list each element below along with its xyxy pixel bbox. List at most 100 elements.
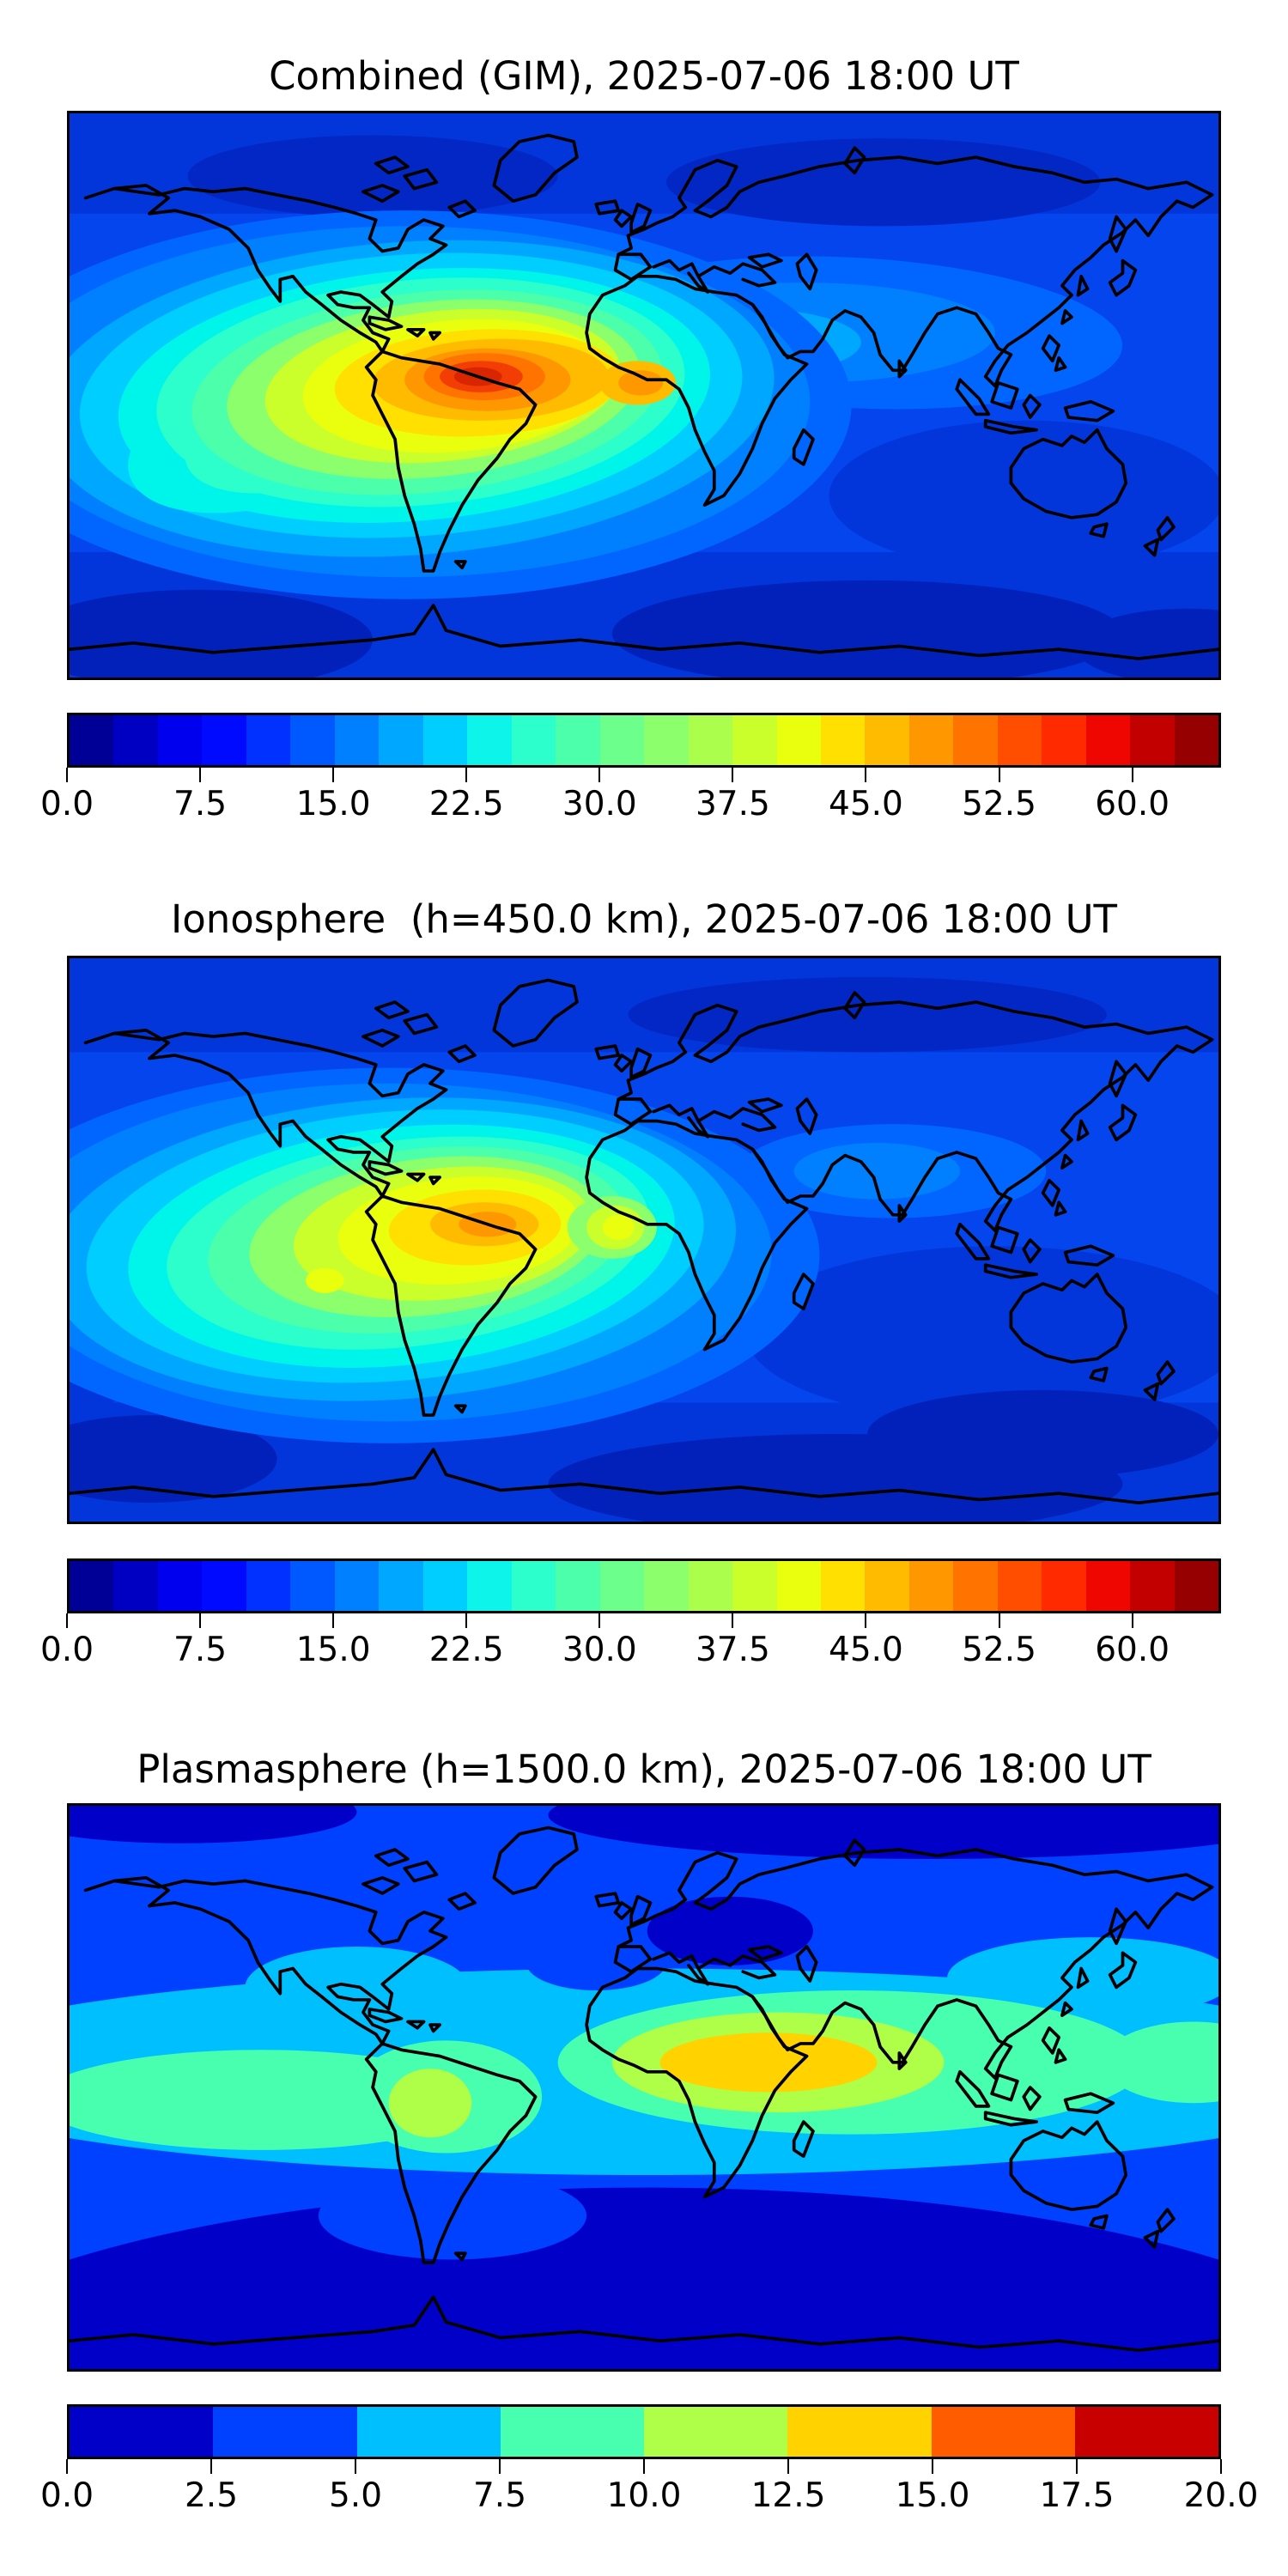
colorbar-segment	[1174, 715, 1219, 765]
colorbar-segment	[379, 715, 423, 765]
colorbar-segment	[290, 715, 335, 765]
colorbar-tick-label: 7.5	[173, 1631, 228, 1669]
colorbar-tick-label: 30.0	[562, 1631, 637, 1669]
colorbar-tick	[66, 1613, 68, 1628]
colorbar-segment	[500, 2407, 644, 2457]
colorbar-segment	[334, 1561, 380, 1611]
colorbar-segment	[776, 1561, 821, 1611]
colorbar-segment	[997, 1561, 1042, 1611]
colorbar-segment	[865, 1561, 909, 1611]
colorbar-segment	[1042, 1561, 1086, 1611]
panel-3-title: Plasmasphere (h=1500.0 km), 2025-07-06 1…	[137, 1747, 1151, 1792]
colorbar-segment	[1085, 715, 1131, 765]
colorbar-tick-label: 15.0	[295, 785, 371, 823]
colorbar-1: 0.0 7.5 15.0 22.5 30.0 37.5 45.0 52.5 60.0	[40, 713, 1221, 828]
colorbar-tick-label: 0.0	[39, 2476, 94, 2515]
colorbar-tick-label: 60.0	[1095, 785, 1170, 823]
colorbar-tick-label: 0.0	[39, 785, 94, 823]
colorbar-tick	[1220, 2459, 1222, 2474]
colorbar-tick-label: 37.5	[695, 1631, 770, 1669]
colorbar-tick	[732, 768, 734, 782]
colorbar-tick	[1076, 2459, 1078, 2474]
colorbar-3-ticks: 0.0 2.5 5.0 7.5 10.0 12.5 15.0 17.5 20.0	[40, 2459, 1258, 2519]
colorbar-tick	[332, 768, 335, 782]
colorbar-segment	[865, 715, 909, 765]
colorbar-segment	[820, 715, 866, 765]
colorbar-segment	[997, 715, 1042, 765]
colorbar-tick-label: 52.5	[962, 1631, 1036, 1669]
colorbar-tick	[355, 2459, 356, 2474]
colorbar-tick-label: 52.5	[962, 785, 1036, 823]
colorbar-segment	[644, 1561, 689, 1611]
colorbar-segment	[556, 715, 600, 765]
colorbar-tick-label: 22.5	[428, 785, 504, 823]
colorbar-3: 0.0 2.5 5.0 7.5 10.0 12.5 15.0 17.5 20.0	[40, 2404, 1258, 2519]
colorbar-segment	[1174, 1561, 1219, 1611]
colorbar-segment	[511, 715, 556, 765]
colorbar-segment	[644, 715, 689, 765]
colorbar-segment	[931, 2407, 1075, 2457]
colorbar-segment	[356, 2407, 501, 2457]
colorbar-segment	[688, 1561, 733, 1611]
colorbar-segment	[908, 1561, 954, 1611]
contour-fill-layers	[70, 958, 1218, 1522]
colorbar-segment	[688, 715, 733, 765]
colorbar-tick-label: 7.5	[173, 785, 228, 823]
colorbar-segment	[556, 1561, 600, 1611]
colorbar-segment	[467, 715, 512, 765]
colorbar-tick-label: 7.5	[472, 2476, 527, 2515]
colorbar-3-bar	[67, 2404, 1221, 2459]
colorbar-segment	[908, 715, 954, 765]
colorbar-tick	[210, 2459, 212, 2474]
colorbar-tick-label: 22.5	[428, 1631, 504, 1669]
colorbar-tick	[66, 2459, 68, 2474]
map-ionosphere	[67, 956, 1221, 1524]
map-3-svg	[70, 1806, 1218, 2369]
colorbar-tick	[998, 1613, 1000, 1628]
colorbar-tick-label: 2.5	[184, 2476, 239, 2515]
colorbar-tick	[732, 1613, 734, 1628]
colorbar-tick	[598, 768, 601, 782]
colorbar-segment	[467, 1561, 512, 1611]
colorbar-segment	[422, 715, 468, 765]
colorbar-tick	[1131, 1613, 1133, 1628]
colorbar-segment	[1074, 2407, 1218, 2457]
colorbar-tick	[465, 768, 468, 782]
colorbar-1-bar	[67, 713, 1221, 768]
colorbar-tick-label: 15.0	[295, 1631, 371, 1669]
colorbar-segment	[732, 1561, 777, 1611]
map-combined-gim	[67, 111, 1221, 680]
colorbar-segment	[422, 1561, 468, 1611]
colorbar-segment	[157, 715, 203, 765]
colorbar-tick	[332, 1613, 335, 1628]
contour-fill-layers	[70, 113, 1218, 677]
colorbar-segment	[820, 1561, 866, 1611]
colorbar-2-bar	[67, 1558, 1221, 1613]
colorbar-tick	[199, 768, 202, 782]
colorbar-1-ticks: 0.0 7.5 15.0 22.5 30.0 37.5 45.0 52.5 60.0	[40, 768, 1221, 828]
colorbar-segment	[157, 1561, 203, 1611]
colorbar-tick-label: 45.0	[829, 785, 903, 823]
colorbar-tick-label: 60.0	[1095, 1631, 1170, 1669]
colorbar-segment	[953, 1561, 998, 1611]
contour-fill-layers	[70, 1806, 1218, 2369]
colorbar-segment	[334, 715, 380, 765]
colorbar-segment	[599, 1561, 645, 1611]
colorbar-segment	[776, 715, 821, 765]
colorbar-tick-label: 15.0	[895, 2476, 970, 2515]
map-plasmasphere	[67, 1803, 1221, 2372]
panel-2-title: Ionosphere (h=450.0 km), 2025-07-06 18:0…	[170, 896, 1118, 942]
colorbar-tick	[643, 2459, 645, 2474]
colorbar-tick-label: 37.5	[695, 785, 770, 823]
colorbar-tick	[998, 768, 1000, 782]
colorbar-segment	[1042, 715, 1086, 765]
colorbar-segment	[213, 2407, 357, 2457]
colorbar-segment	[246, 715, 291, 765]
colorbar-tick-label: 17.5	[1039, 2476, 1115, 2515]
colorbar-tick	[787, 2459, 789, 2474]
colorbar-tick-label: 30.0	[562, 785, 637, 823]
colorbar-segment	[70, 715, 114, 765]
colorbar-segment	[113, 1561, 158, 1611]
colorbar-tick	[66, 768, 68, 782]
